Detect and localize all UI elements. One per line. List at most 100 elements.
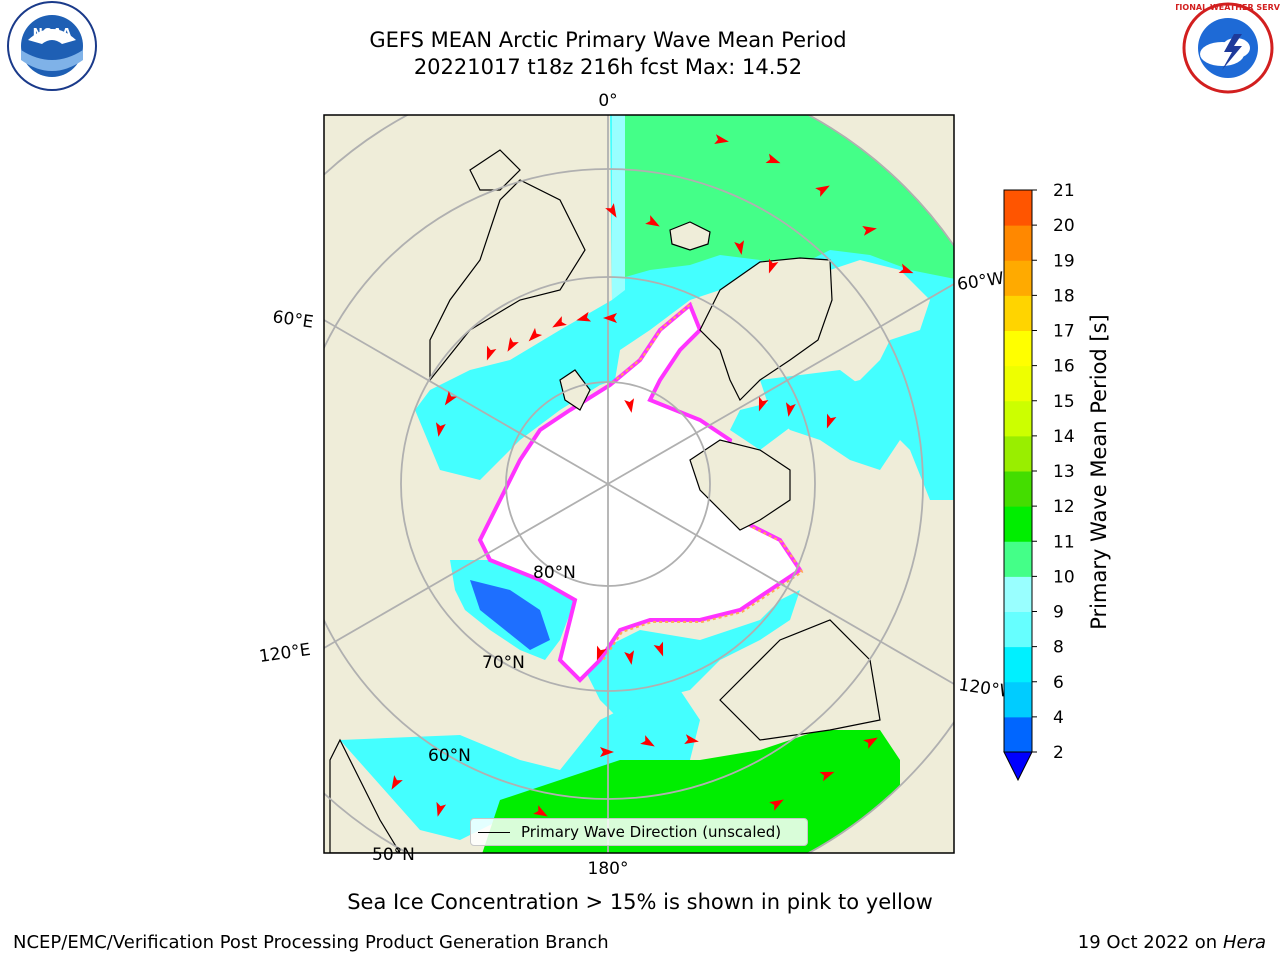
wave-direction-arrow (768, 258, 779, 274)
colorbar-tick-label: 17 (1053, 322, 1075, 342)
colorbar-band (1004, 471, 1032, 507)
alaska (719, 619, 881, 741)
colorbar-band (1004, 260, 1032, 296)
wave-direction-arrow (533, 805, 548, 817)
meridian-label-60w: 60°W (956, 269, 1005, 295)
map-panel (324, 115, 954, 853)
colorbar-band (1004, 400, 1032, 437)
colorbar-under-extension (1003, 751, 1033, 782)
colorbar-tick-label: 6 (1053, 673, 1064, 693)
wave-direction-arrow (436, 801, 447, 817)
colorbar-tick-label: 10 (1053, 567, 1075, 587)
map-frame (323, 114, 955, 854)
bering-sea (340, 690, 700, 840)
svalbard (669, 221, 711, 251)
legend-label: Primary Wave Direction (unscaled) (521, 823, 782, 841)
parallel-label-60n: 60°N (428, 746, 471, 766)
nws-logo-text: NATIONAL WEATHER SERVICE (1176, 3, 1280, 12)
footer-date-text: 19 Oct 2022 on (1077, 932, 1223, 953)
wave-direction-arrow (624, 398, 635, 413)
wave-direction-arrow (605, 203, 617, 218)
wave-direction-arrow (826, 413, 837, 429)
wave-direction-arrow (785, 402, 796, 417)
chukchi-sea (580, 590, 800, 720)
wave-direction-arrow (600, 747, 614, 757)
meridian-label-180: 180° (588, 859, 629, 879)
colorbar-band (1004, 576, 1032, 612)
arctic-sea-ice-interior (477, 301, 803, 683)
wave-direction-arrow (815, 185, 830, 197)
wave-direction-arrows (391, 134, 914, 817)
colorbar-band (1004, 295, 1032, 331)
wave-direction-arrow (819, 771, 835, 782)
nws-logo: NATIONAL WEATHER SERVICE (1176, 2, 1280, 94)
wave-direction-arrow (645, 215, 660, 227)
wave-direction-arrow (898, 263, 914, 274)
colorbar-tick-label: 21 (1053, 181, 1075, 201)
colorbar-tick-label: 16 (1053, 357, 1075, 377)
wave-direction-arrow (734, 240, 745, 255)
colorbar-tick-label: 15 (1053, 392, 1075, 412)
wave-direction-arrow (444, 391, 457, 406)
meridian-label-60e: 60°E (271, 307, 314, 332)
footer-date: 19 Oct 2022 on Hera (1078, 932, 1266, 953)
wave-direction-arrow (528, 327, 543, 342)
parallel-label-70n: 70°N (482, 653, 525, 673)
plot-title: GEFS MEAN Arctic Primary Wave Mean Perio… (369, 28, 847, 52)
meridian-label-120e: 120°E (258, 640, 312, 667)
wave-direction-arrow (765, 153, 781, 164)
wave-direction-arrow (596, 645, 607, 661)
plot-subtitle: 20221017 t18z 216h fcst Max: 14.52 (413, 55, 803, 79)
wave-direction-arrow (758, 396, 769, 412)
meridian-label-0: 0° (598, 91, 617, 111)
parallel-label-80n: 80°N (533, 563, 576, 583)
colorbar-tick-label: 13 (1053, 462, 1075, 482)
canadian-archipelago (689, 439, 791, 531)
iceland (469, 149, 521, 191)
wave-direction-arrow (863, 737, 878, 749)
wave-direction-arrow (435, 422, 446, 437)
meridian-120e-60w (324, 283, 954, 649)
colorbar-tick-label: 11 (1053, 532, 1075, 552)
parallel-label-50n: 50°N (372, 845, 415, 865)
wave-direction-arrow (714, 134, 729, 145)
novaya-zemlya (559, 369, 591, 411)
kamchatka (329, 738, 401, 853)
colorbar-band (1004, 365, 1032, 402)
graticule (324, 115, 954, 853)
wave-direction-arrow (684, 734, 699, 745)
ice-caption: Sea Ice Concentration > 15% is shown in … (347, 890, 933, 914)
colorbar-tick-label: 4 (1053, 708, 1064, 728)
colorbar-band (1004, 330, 1032, 367)
wave-direction-arrow (576, 311, 592, 322)
colorbar-tick-label: 8 (1053, 638, 1064, 658)
legend-line-swatch (478, 832, 510, 833)
colorbar-band (1004, 435, 1032, 472)
wave-direction-arrow (486, 345, 497, 361)
colorbar-band (1004, 225, 1032, 261)
wave-direction-arrow (507, 337, 519, 352)
colorbar-tick-label: 18 (1053, 286, 1075, 306)
map-legend: Primary Wave Direction (unscaled) (470, 818, 808, 846)
footer-machine: Hera (1222, 932, 1266, 953)
colorbar-tick-label: 19 (1053, 251, 1075, 271)
colorbar-band (1004, 190, 1032, 226)
arctic-ice-edge-orange (601, 302, 804, 663)
noaa-logo-text: NOAA (33, 26, 72, 40)
greenland-sea-light (612, 115, 625, 300)
colorbar-band (1004, 681, 1032, 718)
wave-direction-arrow (391, 775, 403, 790)
wave-direction-arrow (640, 735, 655, 747)
greenland (699, 257, 833, 402)
colorbar-band (1004, 611, 1032, 648)
colorbar-band (1004, 506, 1032, 542)
colorbar-band (1004, 541, 1032, 577)
wave-direction-arrow (653, 641, 664, 657)
wave-direction-arrow (624, 650, 635, 665)
colorbar-tick-label: 14 (1053, 427, 1075, 447)
meridian-60e-120w (324, 319, 954, 685)
wave-direction-arrow (603, 313, 617, 323)
colorbar-tick-label: 20 (1053, 216, 1075, 236)
colorbar-band (1004, 716, 1032, 753)
